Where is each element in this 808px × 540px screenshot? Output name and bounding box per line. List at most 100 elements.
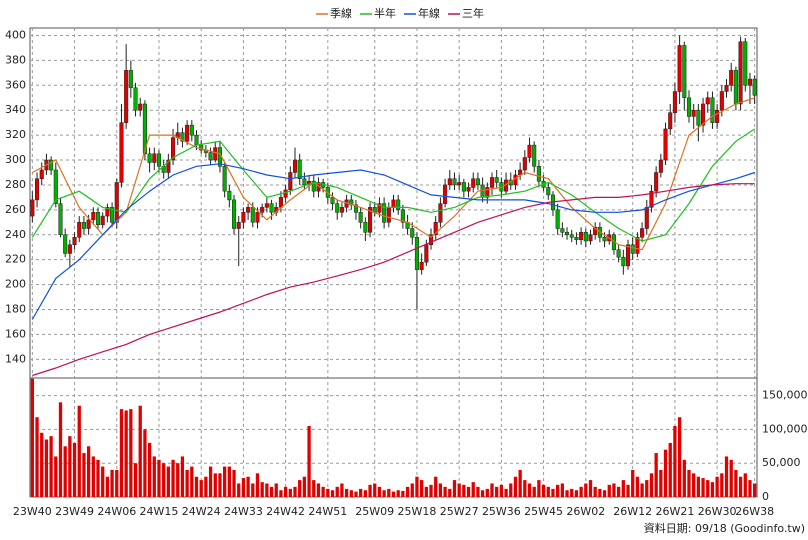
volume-bar [377, 486, 382, 497]
y-tick-label: 360 [5, 78, 26, 91]
candle-body [701, 103, 706, 126]
volume-bar [551, 488, 555, 497]
volume-bar [457, 483, 461, 497]
volume-bar [359, 488, 363, 497]
candle-body [255, 212, 260, 223]
candle-body [635, 237, 640, 254]
x-tick-label: 26W38 [735, 505, 774, 518]
candle-body [419, 261, 424, 270]
volume-bar [673, 426, 677, 497]
y2-tick-label: 0 [762, 490, 769, 503]
candle-body [672, 91, 677, 113]
volume-bar [44, 439, 49, 497]
candle-body [682, 45, 687, 99]
volume-bar [448, 488, 452, 497]
volume-bar [312, 480, 316, 497]
candle-body [358, 212, 363, 223]
volume-bar [105, 476, 110, 497]
candle-body [39, 169, 44, 179]
volume-bar [157, 459, 161, 497]
volume-bar [115, 469, 119, 497]
volume-bar [307, 426, 311, 497]
candle-body [729, 70, 734, 86]
volume-bar [574, 490, 579, 497]
candle-body [747, 78, 752, 86]
candle-body [194, 134, 199, 146]
volume-bar [579, 486, 583, 497]
volume-bar [490, 483, 494, 497]
volume-bar [63, 446, 67, 497]
candle-body [485, 187, 490, 198]
candle-body [743, 41, 748, 86]
volume-bar [387, 488, 391, 497]
candle-body [565, 232, 570, 236]
candle-body [330, 197, 335, 204]
candle-body [213, 147, 218, 161]
volume-bar [227, 466, 231, 497]
volume-bar [509, 483, 513, 497]
candle-body [363, 222, 368, 233]
volume-bar [72, 442, 77, 497]
candle-body [189, 124, 194, 136]
volume-bar [147, 442, 152, 497]
candle-body [377, 203, 382, 213]
candle-body [630, 244, 635, 254]
candle-body [386, 207, 391, 223]
volume-bar [593, 486, 597, 497]
candle-body [147, 153, 152, 163]
ma-line [32, 97, 755, 251]
volume-bar [743, 473, 747, 497]
volume-bar [649, 473, 654, 497]
volume-bar [218, 473, 222, 497]
candle-body [724, 85, 729, 92]
x-tick-label: 26W12 [613, 505, 652, 518]
candle-body [658, 159, 663, 173]
volume-bar [452, 480, 457, 497]
volume-bar [68, 436, 72, 497]
volume-bar [607, 484, 611, 497]
volume-bar [513, 476, 518, 497]
candle-body [593, 227, 598, 236]
volume-bar [499, 484, 504, 497]
x-tick-label: 24W51 [308, 505, 347, 518]
volume-bar [729, 459, 733, 497]
volume-bar [584, 483, 588, 497]
volume-bar [640, 483, 644, 497]
volume-bar [706, 480, 710, 497]
volume-bar [631, 469, 635, 497]
candle-body [72, 237, 77, 245]
x-tick-label: 25W45 [524, 505, 563, 518]
candle-body [752, 78, 757, 96]
y-tick-label: 220 [5, 253, 26, 266]
volume-bar [274, 483, 278, 497]
volume-bar [645, 480, 649, 497]
candle-body [522, 157, 527, 171]
y2-tick-label: 50,000 [762, 456, 801, 469]
candle-body [532, 144, 537, 167]
candle-body [91, 212, 96, 221]
volume-bar [546, 486, 550, 497]
volume-bar [570, 488, 574, 497]
volume-bar [368, 484, 372, 497]
volume-bar [504, 488, 508, 497]
y-tick-label: 240 [5, 228, 26, 241]
volume-bar [616, 486, 621, 497]
volume-bar [199, 480, 203, 497]
legend-label: 年線 [418, 6, 440, 20]
volume-bar [91, 456, 95, 497]
volume-bar [701, 478, 705, 497]
y-tick-label: 200 [5, 278, 26, 291]
volume-bar [659, 469, 663, 497]
volume-bar [598, 488, 602, 497]
y2-tick-label: 150,000 [762, 389, 808, 402]
candle-body [199, 144, 204, 151]
candle-body [443, 184, 448, 204]
volume-bar [279, 490, 283, 497]
volume-bar [138, 405, 142, 497]
volume-bar [204, 476, 208, 497]
volume-bar [668, 442, 672, 497]
volume-bar [260, 482, 264, 497]
ma-line [31, 163, 755, 320]
volume-bar [330, 490, 335, 497]
candle-body [283, 189, 288, 198]
